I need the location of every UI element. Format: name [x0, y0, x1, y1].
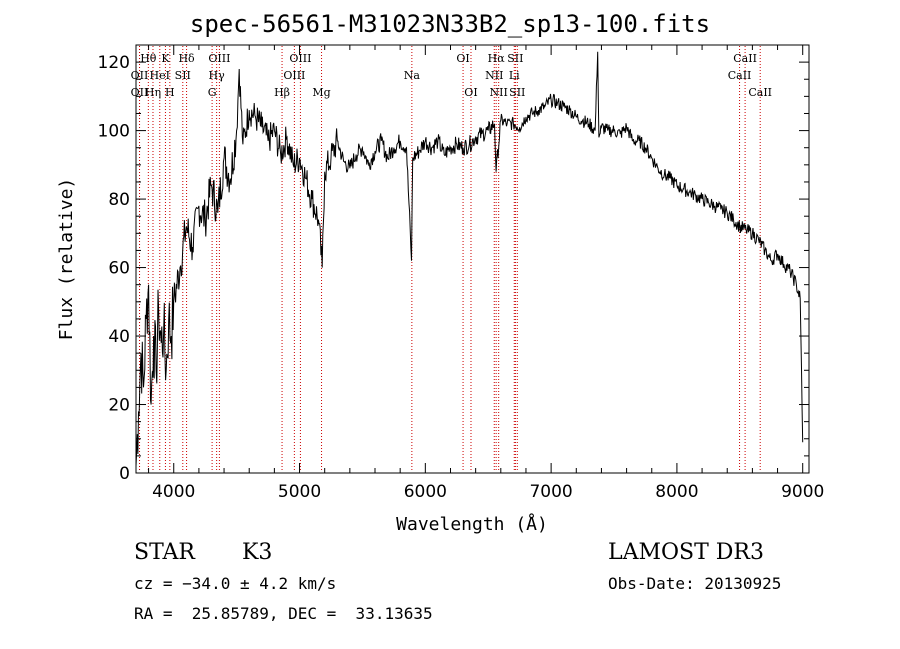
x-tick-label-3: 7000 [529, 482, 572, 502]
line-marker-label-6: H [165, 86, 175, 99]
line-marker-label-4: HeI [150, 69, 170, 82]
x-tick-label-5: 9000 [781, 482, 824, 502]
coordinates-text: RA = 25.85789, DEC = 33.13635 [134, 604, 433, 623]
y-tick-label-5: 100 [98, 122, 130, 142]
line-marker-label-26: CaII [733, 52, 757, 65]
line-marker-label-5: K [161, 52, 170, 65]
y-tick-label-6: 120 [98, 53, 130, 73]
line-marker-label-10: Hγ [209, 69, 226, 82]
line-marker-label-1: OII [131, 69, 149, 82]
line-markers [139, 46, 761, 472]
y-tick-label-2: 40 [108, 327, 130, 347]
x-tick-label-0: 4000 [152, 482, 195, 502]
line-marker-label-21: NII [490, 86, 508, 99]
line-marker-label-18: OI [464, 86, 477, 99]
y-tick-label-1: 20 [108, 396, 130, 416]
line-marker-label-2: OII [131, 86, 149, 99]
x-tick-label-2: 6000 [404, 482, 447, 502]
y-axis-label: Flux (relative) [56, 178, 77, 341]
line-marker-label-16: Na [404, 69, 421, 82]
line-marker-label-11: OIII [208, 52, 230, 65]
spectrum-series-line [135, 51, 804, 467]
y-tick-label-3: 60 [108, 259, 130, 279]
velocity-text: cz = −34.0 ± 4.2 km/s [134, 574, 337, 593]
line-marker-label-0: Hθ [140, 52, 157, 65]
line-marker-label-7: SII [175, 69, 191, 82]
y-tick-label-0: 0 [119, 464, 130, 484]
line-marker-label-23: SII [507, 52, 523, 65]
x-axis-label: Wavelength (Å) [396, 513, 548, 535]
survey-name: LAMOST DR3 [608, 540, 764, 565]
line-marker-label-25: CaII [728, 69, 752, 82]
plot-frame [135, 44, 810, 474]
line-marker-label-3: Hη [145, 86, 161, 99]
y-tick-label-4: 80 [108, 190, 130, 210]
line-marker-label-12: Hβ [274, 86, 290, 99]
line-marker-label-22: Li [509, 69, 520, 82]
line-marker-label-24: SII [509, 86, 525, 99]
line-marker-label-20: Hα [488, 52, 506, 65]
line-marker-label-27: CaII [748, 86, 772, 99]
object-subclass: K3 [242, 540, 273, 565]
obs-date-text: Obs-Date: 20130925 [608, 574, 782, 593]
x-tick-label-4: 8000 [655, 482, 698, 502]
line-marker-label-8: Hδ [178, 52, 195, 65]
x-axis-ticks: 4000 5000 6000 7000 8000 9000 [148, 45, 824, 502]
line-marker-label-17: OI [456, 52, 469, 65]
object-class: STAR [134, 540, 195, 565]
line-marker-labels: HθOIIOIIHηHeIKHSIIHδGHγOIIIHβOIIIOIIIMgN… [131, 52, 772, 99]
x-tick-label-1: 5000 [278, 482, 321, 502]
line-marker-label-13: OIII [283, 69, 305, 82]
line-marker-label-19: NII [485, 69, 503, 82]
line-marker-label-15: Mg [312, 86, 330, 99]
chart-title: spec-56561-M31023N33B2_sp13-100.fits [189, 10, 711, 38]
y-axis-ticks: 0 20 40 60 80 100 120 [98, 53, 809, 484]
line-marker-label-9: G [208, 86, 217, 99]
line-marker-label-14: OIII [289, 52, 311, 65]
